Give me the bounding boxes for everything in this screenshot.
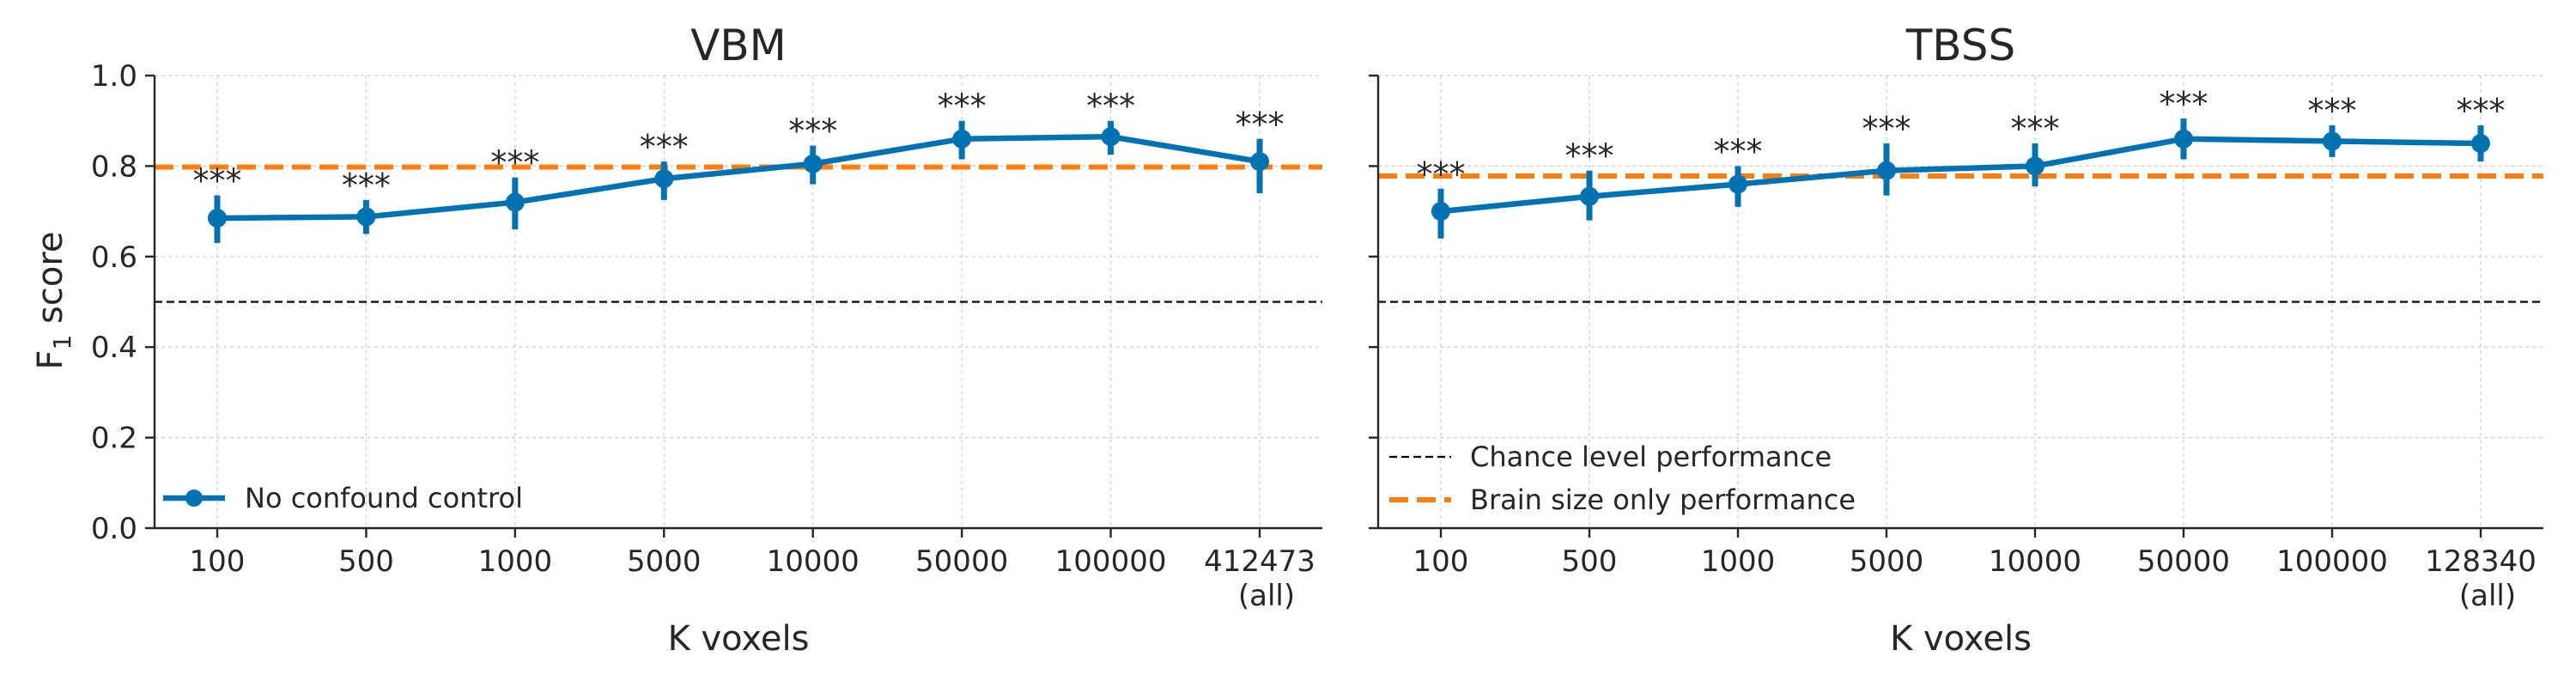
data-point [208, 209, 227, 228]
series-line [216, 133, 1261, 222]
data-point [2026, 156, 2044, 176]
data-point [654, 169, 674, 189]
y-tick-label: 1.0 [91, 59, 137, 94]
significance-label: *** [1236, 106, 1285, 143]
significance-label: *** [1862, 110, 1911, 148]
y-tick-label: 0.2 [91, 422, 137, 456]
y-tick-label: 0.8 [91, 149, 137, 184]
significance-label: *** [788, 112, 837, 150]
x-tick-label: 10000 [767, 544, 860, 579]
x-tick-sublabel: (all) [1238, 579, 1295, 613]
significance-label: *** [193, 162, 242, 200]
data-point [1250, 152, 1269, 172]
panel-title: VBM [690, 21, 787, 70]
significance-label: *** [1086, 88, 1135, 125]
data-point [1877, 161, 1896, 180]
data-point [356, 207, 376, 227]
x-tick-label: 100 [190, 544, 246, 579]
significance-label: *** [938, 88, 987, 125]
significance-label: *** [2011, 110, 2060, 148]
data-point [1101, 127, 1121, 147]
legend-label-chance: Chance level performance [1470, 441, 1832, 473]
legend-label-no-confound: No confound control [245, 482, 523, 514]
y-axis-label: F1 score [31, 231, 76, 369]
significance-label: *** [2308, 92, 2357, 130]
x-tick-label: 500 [1562, 544, 1618, 579]
x-tick-label: 1000 [1701, 544, 1776, 579]
data-point [505, 192, 525, 212]
x-tick-label: 50000 [915, 544, 1008, 579]
panel-title: TBSS [1905, 21, 2015, 70]
y-tick-label: 0.4 [91, 331, 137, 365]
x-axis-label: K voxels [668, 619, 810, 659]
significance-label: *** [2160, 85, 2208, 123]
x-tick-label: 10000 [1989, 544, 2081, 579]
x-axis-label: K voxels [1890, 619, 2032, 659]
data-point [2471, 134, 2490, 154]
data-point [803, 154, 823, 173]
data-point [2323, 131, 2342, 151]
significance-label: *** [1417, 155, 1466, 193]
x-tick-sublabel: (all) [2459, 579, 2516, 613]
significance-label: *** [640, 128, 689, 166]
x-tick-label: 50000 [2137, 544, 2230, 579]
legend-label-brain-size: Brain size only performance [1470, 483, 1856, 516]
x-tick-label: 500 [338, 544, 394, 579]
data-point [2174, 129, 2193, 149]
panel-tbss: 100 500 1000 5000 10000 50000 100000 128340(all… [1369, 21, 2543, 659]
significance-label: *** [1565, 137, 1614, 175]
significance-label: *** [1714, 132, 1763, 170]
x-tick-label: 5000 [627, 544, 702, 579]
x-tick-label: 100000 [1055, 544, 1167, 579]
series-line [1440, 136, 2482, 215]
y-tick-label: 0.6 [91, 240, 137, 275]
significance-label: *** [490, 144, 539, 182]
x-tick-label: 1000 [478, 544, 553, 579]
legend-marker-no-confound [185, 489, 203, 507]
data-point [952, 129, 972, 149]
x-tick-label: 412473 [1204, 544, 1315, 579]
x-tick-label: 128340 [2425, 544, 2537, 579]
y-tick-label: 0.0 [91, 512, 137, 546]
x-tick-label: 100000 [2276, 544, 2388, 579]
significance-label: *** [2457, 92, 2506, 130]
panel-vbm: 0.0 0.2 0.4 0.6 0.8 1.0 100 500 1000 5000 10000 500… [91, 21, 1322, 659]
data-point [1580, 186, 1599, 206]
data-point [1728, 174, 1747, 194]
x-tick-label: 100 [1413, 544, 1469, 579]
data-point [1431, 202, 1450, 222]
significance-label: *** [342, 167, 391, 204]
x-tick-label: 5000 [1850, 544, 1924, 579]
